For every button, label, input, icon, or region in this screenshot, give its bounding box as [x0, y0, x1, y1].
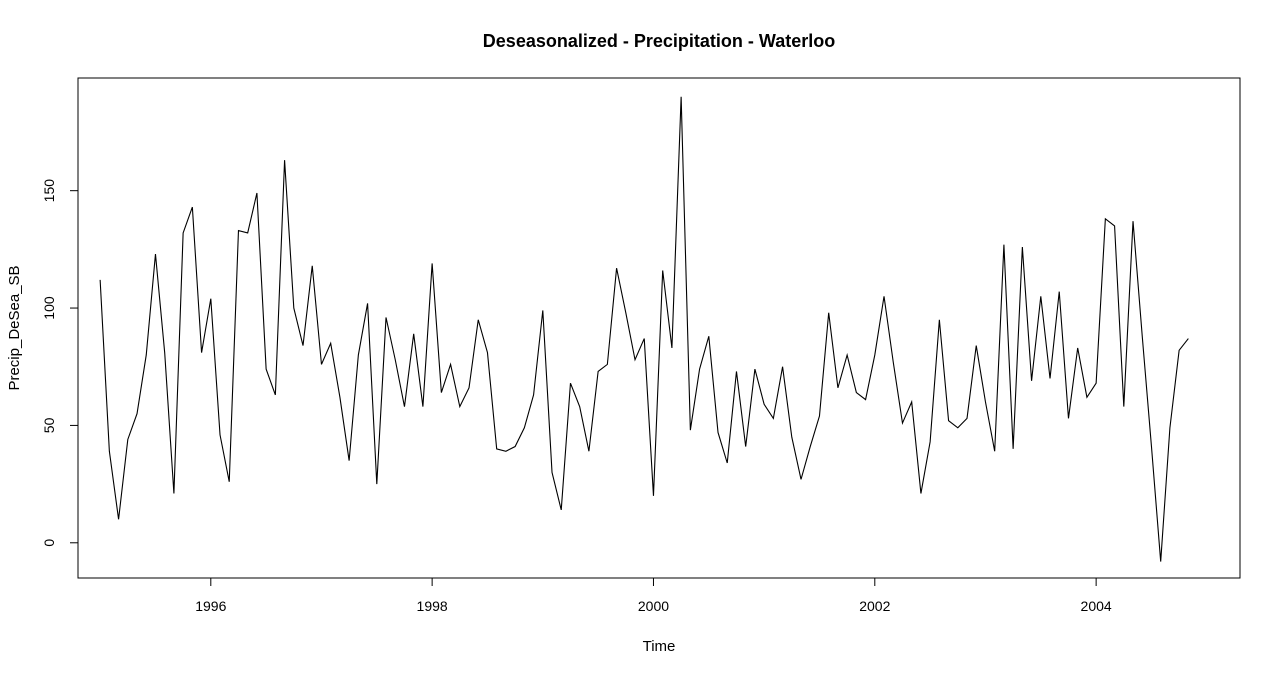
y-tick-label-100: 100 — [41, 296, 57, 320]
x-tick-label-2002: 2002 — [859, 598, 890, 614]
x-tick-label-2000: 2000 — [638, 598, 669, 614]
x-tick-label-1998: 1998 — [417, 598, 448, 614]
y-axis-label: Precip_DeSea_SB — [6, 265, 23, 390]
y-tick-label-50: 50 — [41, 417, 57, 433]
chart-title: Deseasonalized - Precipitation - Waterlo… — [483, 31, 835, 51]
series-line — [99, 96, 1189, 562]
x-axis-label: Time — [643, 638, 676, 655]
y-tick-label-0: 0 — [41, 539, 57, 547]
y-axis: 0 50 100 150 — [41, 179, 78, 547]
x-tick-label-1996: 1996 — [195, 598, 226, 614]
x-axis: 1996 1998 2000 2002 2004 — [195, 578, 1112, 614]
plot-frame — [77, 77, 1241, 579]
y-tick-label-150: 150 — [41, 179, 57, 203]
x-tick-label-2004: 2004 — [1081, 598, 1112, 614]
